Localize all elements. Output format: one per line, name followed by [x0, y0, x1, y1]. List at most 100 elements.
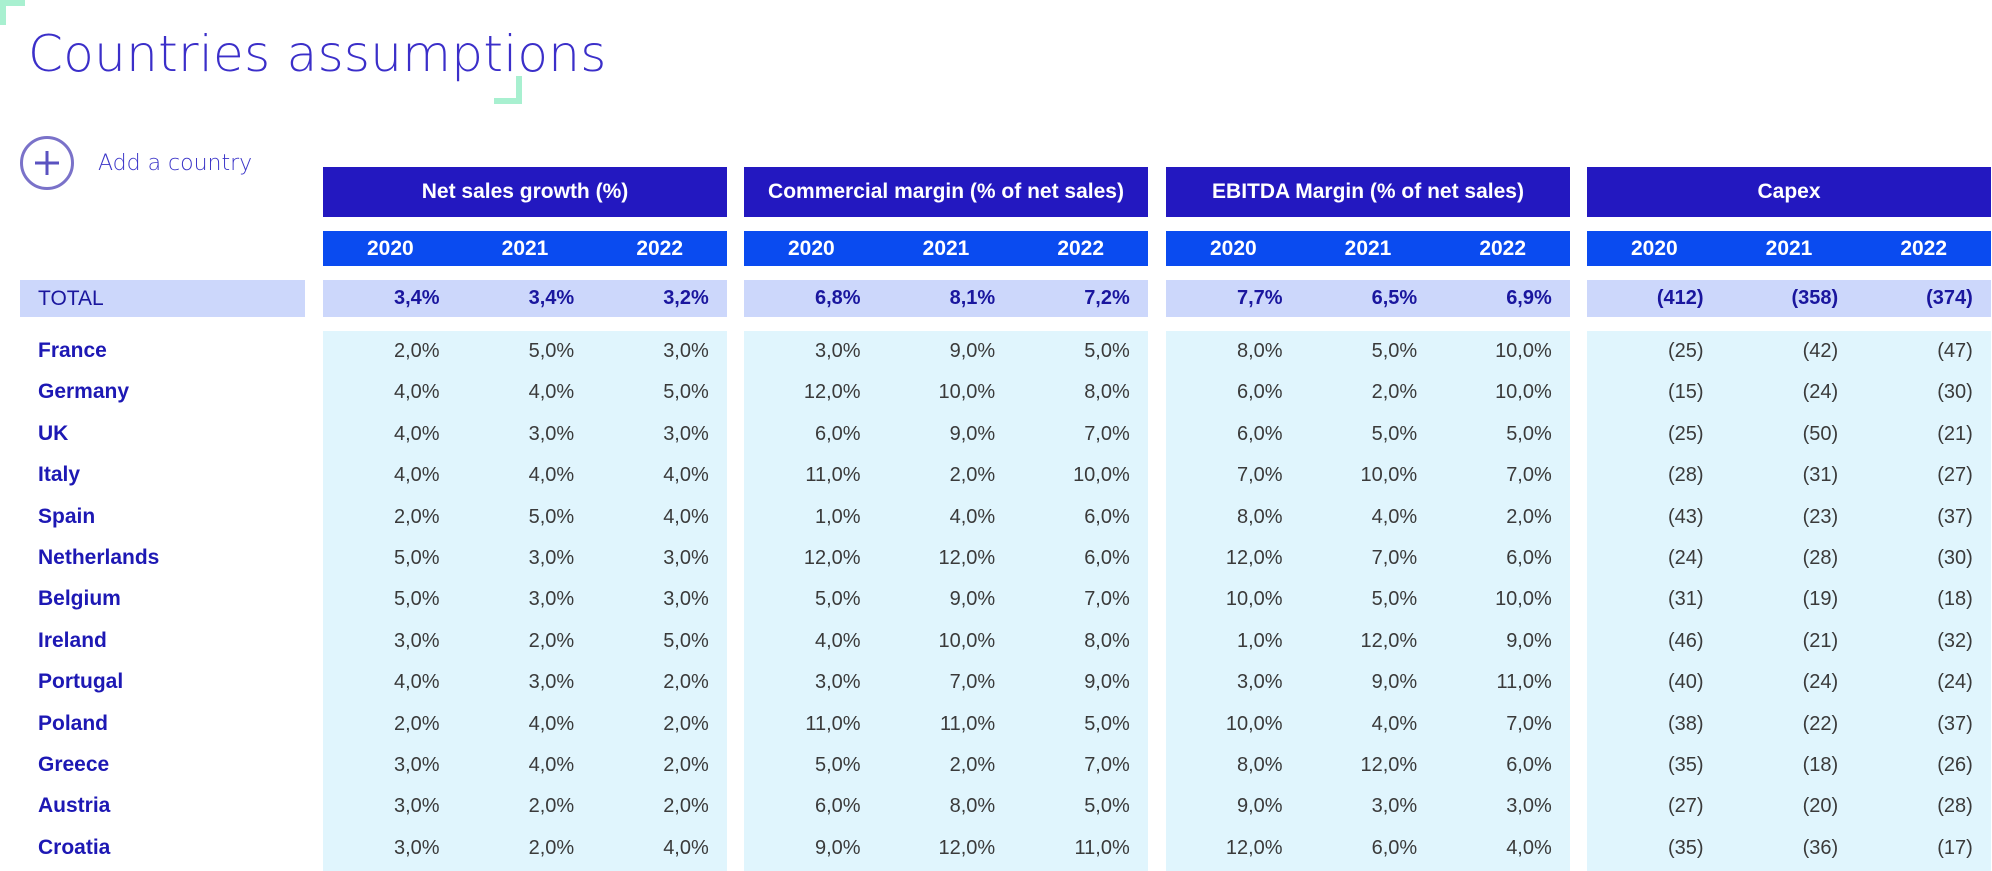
- value-cell[interactable]: 5,0%: [1084, 795, 1130, 818]
- value-cell[interactable]: (42): [1802, 340, 1839, 362]
- value-cell[interactable]: (18): [1802, 754, 1839, 776]
- value-cell[interactable]: 12,0%: [938, 547, 996, 569]
- value-cell[interactable]: 4,0%: [949, 505, 996, 528]
- value-cell[interactable]: (50): [1802, 422, 1839, 445]
- value-cell[interactable]: 5,0%: [394, 588, 440, 611]
- value-cell[interactable]: 10,0%: [1225, 712, 1283, 735]
- value-cell[interactable]: (47): [1937, 340, 1973, 362]
- value-cell[interactable]: 3,0%: [528, 422, 575, 445]
- value-cell[interactable]: 6,0%: [815, 422, 861, 445]
- value-cell[interactable]: (20): [1802, 795, 1839, 818]
- value-cell[interactable]: 1,0%: [1237, 629, 1283, 652]
- value-cell[interactable]: 8,0%: [1237, 505, 1283, 528]
- value-cell[interactable]: (25): [1668, 340, 1704, 362]
- value-cell[interactable]: 9,0%: [1084, 671, 1130, 694]
- value-cell[interactable]: 12,0%: [803, 381, 861, 404]
- value-cell[interactable]: 6,0%: [1506, 547, 1552, 569]
- value-cell[interactable]: 9,0%: [949, 422, 996, 445]
- value-cell[interactable]: 12,0%: [1360, 754, 1418, 776]
- value-cell[interactable]: 9,0%: [949, 588, 996, 611]
- value-cell[interactable]: (43): [1668, 505, 1704, 528]
- value-cell[interactable]: 8,0%: [949, 795, 996, 818]
- value-cell[interactable]: 9,0%: [1237, 795, 1283, 818]
- value-cell[interactable]: 4,0%: [1506, 836, 1552, 859]
- value-cell[interactable]: 2,0%: [528, 629, 575, 652]
- value-cell[interactable]: (28): [1937, 795, 1973, 818]
- value-cell[interactable]: 6,0%: [1084, 547, 1130, 569]
- value-cell[interactable]: 9,0%: [949, 340, 996, 362]
- value-cell[interactable]: 5,0%: [1084, 712, 1130, 735]
- value-cell[interactable]: 7,0%: [1237, 464, 1283, 487]
- value-cell[interactable]: (22): [1802, 712, 1839, 735]
- value-cell[interactable]: 4,0%: [528, 712, 575, 735]
- value-cell[interactable]: (35): [1668, 836, 1704, 859]
- value-cell[interactable]: (24): [1802, 671, 1839, 694]
- value-cell[interactable]: 2,0%: [394, 340, 440, 362]
- value-cell[interactable]: 12,0%: [803, 547, 861, 569]
- value-cell[interactable]: (26): [1937, 754, 1973, 776]
- value-cell[interactable]: (30): [1937, 381, 1973, 404]
- value-cell[interactable]: 2,0%: [663, 712, 709, 735]
- value-cell[interactable]: (36): [1802, 836, 1839, 859]
- value-cell[interactable]: 9,0%: [1506, 629, 1552, 652]
- value-cell[interactable]: 3,0%: [1237, 671, 1283, 694]
- value-cell[interactable]: 5,0%: [528, 505, 575, 528]
- value-cell[interactable]: 5,0%: [528, 340, 575, 362]
- value-cell[interactable]: 10,0%: [1360, 464, 1418, 487]
- value-cell[interactable]: 7,0%: [949, 671, 996, 694]
- value-cell[interactable]: (24): [1668, 547, 1704, 569]
- value-cell[interactable]: 2,0%: [1506, 505, 1552, 528]
- value-cell[interactable]: 10,0%: [1495, 588, 1552, 611]
- value-cell[interactable]: (31): [1668, 588, 1704, 611]
- value-cell[interactable]: 2,0%: [528, 836, 575, 859]
- value-cell[interactable]: 2,0%: [1371, 381, 1418, 404]
- value-cell[interactable]: 3,0%: [663, 547, 709, 569]
- value-cell[interactable]: 3,0%: [394, 629, 440, 652]
- value-cell[interactable]: (17): [1937, 836, 1973, 859]
- value-cell[interactable]: 6,0%: [1237, 422, 1283, 445]
- value-cell[interactable]: 3,0%: [815, 671, 861, 694]
- value-cell[interactable]: 4,0%: [528, 754, 575, 776]
- value-cell[interactable]: 2,0%: [394, 505, 440, 528]
- value-cell[interactable]: 5,0%: [815, 588, 861, 611]
- value-cell[interactable]: 10,0%: [938, 629, 996, 652]
- value-cell[interactable]: 11,0%: [939, 712, 996, 735]
- value-cell[interactable]: 5,0%: [1371, 422, 1418, 445]
- value-cell[interactable]: 5,0%: [1084, 340, 1130, 362]
- value-cell[interactable]: (21): [1802, 629, 1839, 652]
- value-cell[interactable]: 8,0%: [1084, 381, 1130, 404]
- value-cell[interactable]: 2,0%: [663, 671, 709, 694]
- value-cell[interactable]: 4,0%: [528, 381, 575, 404]
- value-cell[interactable]: 5,0%: [394, 547, 440, 569]
- value-cell[interactable]: 4,0%: [394, 422, 440, 445]
- value-cell[interactable]: (46): [1668, 629, 1704, 652]
- value-cell[interactable]: 12,0%: [1360, 629, 1418, 652]
- value-cell[interactable]: 7,0%: [1084, 422, 1130, 445]
- value-cell[interactable]: 5,0%: [663, 381, 709, 404]
- value-cell[interactable]: 7,0%: [1084, 588, 1130, 611]
- value-cell[interactable]: 3,0%: [1371, 795, 1418, 818]
- value-cell[interactable]: 3,0%: [815, 340, 861, 362]
- value-cell[interactable]: 2,0%: [663, 795, 709, 818]
- value-cell[interactable]: 9,0%: [1371, 671, 1418, 694]
- value-cell[interactable]: 10,0%: [1495, 340, 1552, 362]
- value-cell[interactable]: 3,0%: [394, 795, 440, 818]
- value-cell[interactable]: 1,0%: [815, 505, 861, 528]
- value-cell[interactable]: (27): [1668, 795, 1704, 818]
- value-cell[interactable]: 11,0%: [805, 712, 861, 735]
- value-cell[interactable]: 5,0%: [1371, 340, 1418, 362]
- value-cell[interactable]: 4,0%: [663, 836, 709, 859]
- value-cell[interactable]: (27): [1937, 464, 1973, 487]
- value-cell[interactable]: 6,0%: [1237, 381, 1283, 404]
- value-cell[interactable]: 11,0%: [1074, 836, 1130, 859]
- value-cell[interactable]: (30): [1937, 547, 1973, 569]
- value-cell[interactable]: (37): [1937, 712, 1973, 735]
- value-cell[interactable]: 4,0%: [815, 629, 861, 652]
- value-cell[interactable]: (28): [1668, 464, 1704, 487]
- value-cell[interactable]: (28): [1802, 547, 1839, 569]
- value-cell[interactable]: 5,0%: [1506, 422, 1552, 445]
- value-cell[interactable]: 5,0%: [663, 629, 709, 652]
- value-cell[interactable]: 8,0%: [1084, 629, 1130, 652]
- value-cell[interactable]: (32): [1937, 629, 1973, 652]
- value-cell[interactable]: 6,0%: [1371, 836, 1418, 859]
